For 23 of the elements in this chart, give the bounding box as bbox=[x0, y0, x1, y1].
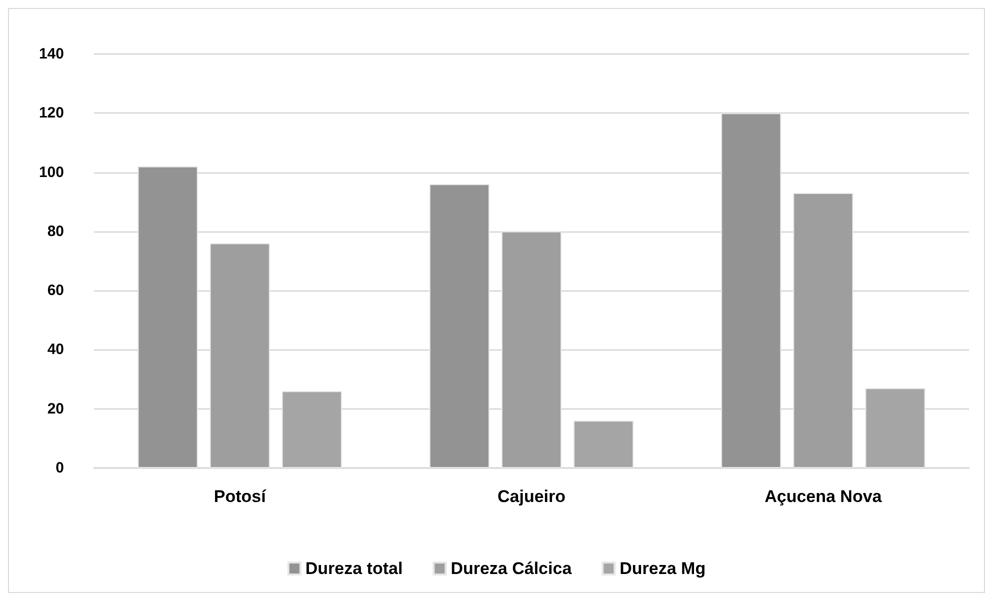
x-tick-label: Potosí bbox=[214, 487, 268, 506]
legend-label: Dureza Mg bbox=[620, 559, 706, 578]
bar bbox=[574, 420, 634, 468]
y-tick-label: 100 bbox=[38, 164, 64, 181]
bar bbox=[282, 391, 342, 468]
y-tick-label: 0 bbox=[56, 460, 64, 476]
y-tick-label: 60 bbox=[47, 282, 64, 300]
bar bbox=[210, 243, 270, 468]
bar bbox=[865, 388, 926, 468]
y-tick-label: 20 bbox=[47, 400, 64, 418]
bar bbox=[429, 184, 490, 468]
legend-label: Dureza total bbox=[305, 559, 403, 578]
bar bbox=[501, 231, 562, 468]
bar bbox=[793, 192, 854, 468]
legend-label: Dureza Cálcica bbox=[450, 559, 572, 578]
y-tick-label: 120 bbox=[38, 104, 64, 122]
y-tick-label: 80 bbox=[47, 222, 64, 240]
x-tick-label: Cajueiro bbox=[497, 487, 566, 506]
x-tick-label: Açucena Nova bbox=[764, 487, 882, 506]
bar bbox=[721, 113, 782, 468]
bar bbox=[138, 166, 198, 468]
y-tick-label: 40 bbox=[47, 341, 64, 358]
y-tick-label: 140 bbox=[38, 46, 64, 62]
